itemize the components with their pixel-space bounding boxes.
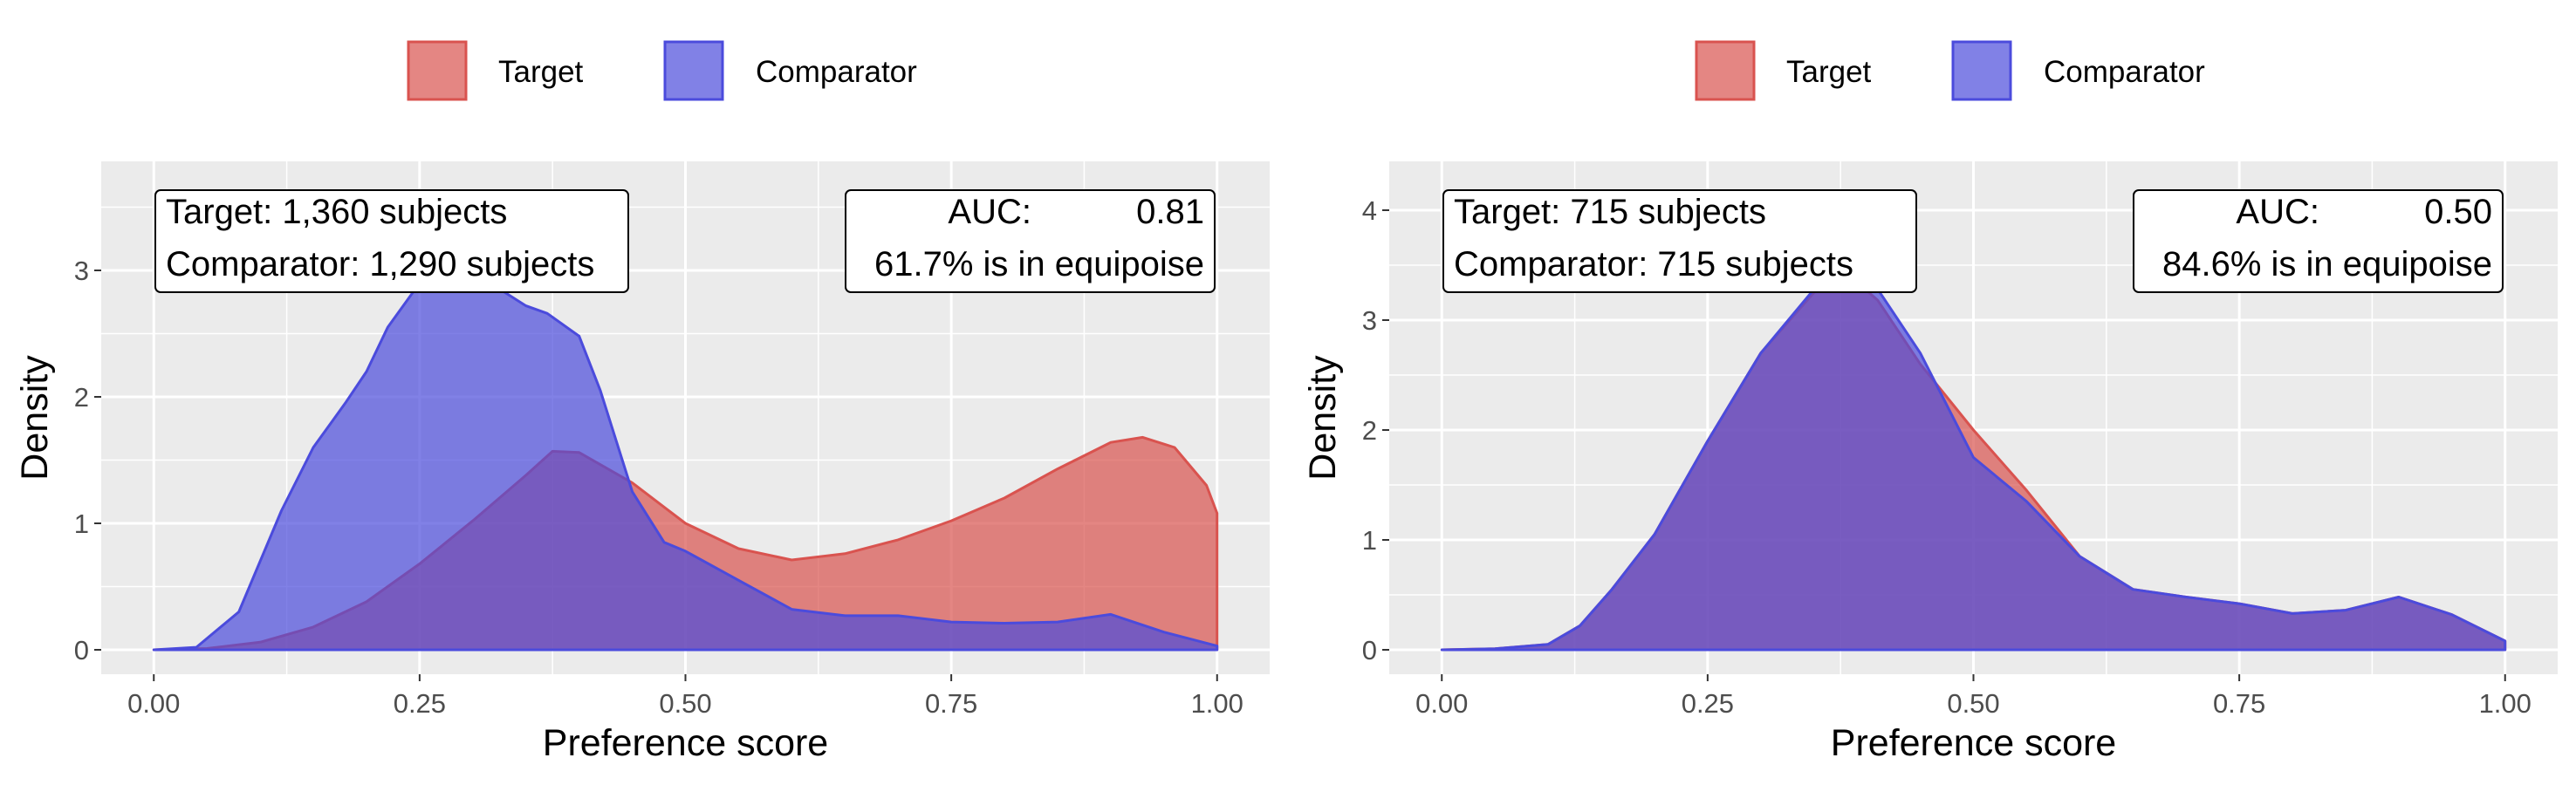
x-axis-title: Preference score [543,722,828,764]
x-tick-label: 0.75 [2213,688,2265,719]
y-tick-label: 0 [1362,635,1377,666]
target-count-text: Target: 1,360 subjects [166,193,507,231]
subject-count-box-frame [154,189,629,293]
equipoise-text: 61.7% is in equipoise [874,245,1204,283]
x-tick-label: 0.00 [1415,688,1468,719]
x-tick-label: 1.00 [2479,688,2531,719]
auc-value: 0.50 [2424,193,2492,231]
axes: 0.00 0.25 0.50 0.75 1.00 0 1 2 3 4 Preference scor… [1302,195,2531,764]
axes: 0.00 0.25 0.50 0.75 1.00 0 1 2 3 Preference score… [14,256,1243,764]
auc-label: AUC: [948,193,1031,231]
density-area-comparator [1440,272,2507,652]
x-tick-label: 0.25 [1682,688,1734,719]
legend-label-target: Target [1786,55,1872,89]
legend-label-comparator: Comparator [2044,55,2205,89]
y-tick-label: 1 [74,509,89,539]
legend: Target Comparator [1695,40,2205,101]
x-tick-label: 0.25 [394,688,446,719]
y-tick-label: 0 [74,635,89,666]
chart-panel-2: Target Comparator 0.00 0.25 0.50 0.75 1.00 0 1 2 3… [1302,40,2558,764]
legend-label-target: Target [498,55,584,89]
target-count-text: Target: 715 subjects [1454,193,1766,231]
equipoise-text: 84.6% is in equipoise [2162,245,2492,283]
legend-swatch-target [1695,40,1756,101]
legend-item-comparator: Comparator [663,40,917,101]
density-areas [152,275,1219,652]
subject-count-box: Target: 715 subjects Comparator: 715 subj… [1442,189,1917,293]
legend: Target Comparator [407,40,917,101]
x-tick-label: 1.00 [1191,688,1243,719]
y-tick-label: 1 [1362,525,1377,556]
subject-count-box: Target: 1,360 subjects Comparator: 1,290 … [154,189,629,293]
y-tick-label: 2 [1362,415,1377,446]
legend-item-target: Target [1695,40,1872,101]
auc-value: 0.81 [1136,193,1204,231]
chart-panel-1: Target Comparator 0.00 0.25 0.50 0.75 1.00 0 1 2 3… [14,40,1270,764]
legend-item-comparator: Comparator [1951,40,2205,101]
comparator-count-text: Comparator: 715 subjects [1454,245,1853,283]
y-tick-label: 4 [1362,195,1377,226]
y-axis-title: Density [1302,355,1344,481]
legend-item-target: Target [407,40,584,101]
auc-box-frame [2133,189,2504,293]
legend-swatch-target [407,40,468,101]
auc-box: AUC: 0.81 61.7% is in equipoise [845,189,1216,293]
x-axis-title: Preference score [1831,722,2116,764]
subject-count-box-frame [1442,189,1917,293]
auc-box-frame [845,189,1216,293]
y-tick-label: 2 [74,382,89,413]
auc-box: AUC: 0.50 84.6% is in equipoise [2133,189,2504,293]
auc-label: AUC: [2236,193,2319,231]
legend-swatch-comparator [663,40,724,101]
legend-label-comparator: Comparator [756,55,917,89]
y-tick-label: 3 [74,256,89,286]
x-tick-label: 0.00 [127,688,180,719]
comparator-count-text: Comparator: 1,290 subjects [166,245,594,283]
density-area-comparator [152,275,1219,652]
y-tick-label: 3 [1362,305,1377,336]
y-axis-title: Density [14,355,56,481]
x-tick-label: 0.50 [1947,688,1999,719]
legend-swatch-comparator [1951,40,2012,101]
density-areas [1440,272,2507,652]
x-tick-label: 0.50 [659,688,711,719]
x-tick-label: 0.75 [925,688,977,719]
